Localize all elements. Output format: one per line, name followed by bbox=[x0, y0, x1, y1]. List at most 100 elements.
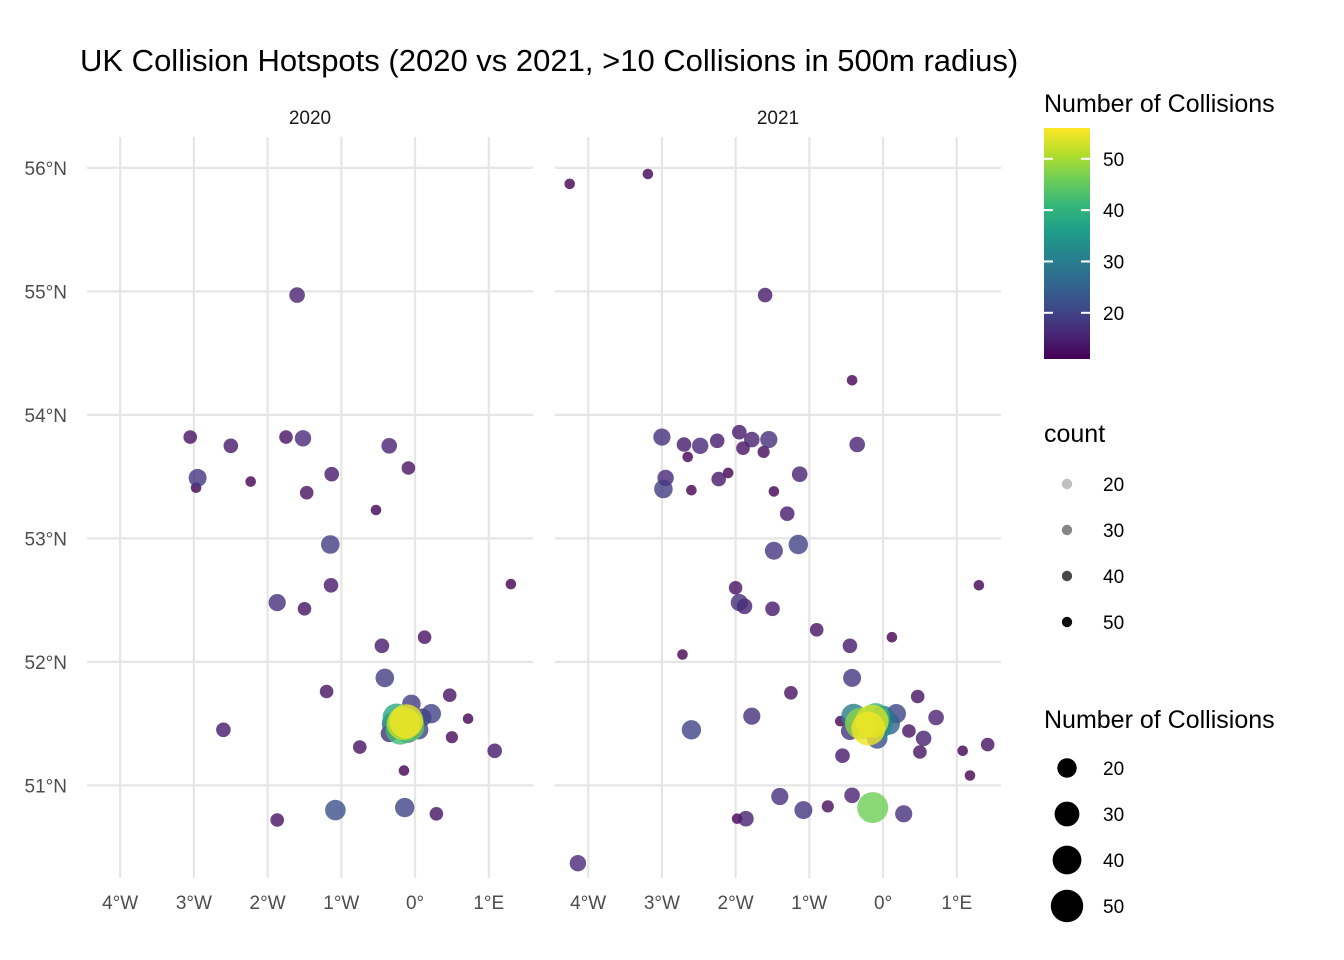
data-point bbox=[268, 594, 286, 612]
data-point bbox=[462, 713, 474, 724]
data-point bbox=[964, 770, 976, 781]
data-point bbox=[760, 431, 778, 449]
count-legend-label: 20 bbox=[1103, 475, 1124, 496]
data-point bbox=[417, 630, 432, 644]
data-point bbox=[738, 810, 754, 827]
data-point bbox=[784, 686, 798, 700]
size-legend-key bbox=[1057, 758, 1077, 778]
data-point bbox=[325, 799, 346, 821]
size-legend-key bbox=[1052, 845, 1082, 875]
data-point bbox=[764, 541, 783, 560]
facet-strip-label: 2021 bbox=[757, 108, 799, 129]
data-point bbox=[843, 668, 862, 687]
data-point bbox=[389, 704, 424, 739]
data-point bbox=[980, 737, 995, 752]
data-point bbox=[910, 689, 925, 704]
x-tick-label: 1°E bbox=[941, 893, 972, 914]
colorbar-tick-label: 50 bbox=[1103, 150, 1124, 171]
y-tick-label: 55°N bbox=[25, 282, 67, 303]
data-point bbox=[487, 743, 503, 759]
x-tick-label: 3°W bbox=[644, 893, 680, 914]
x-tick-label: 4°W bbox=[102, 893, 138, 914]
data-point bbox=[794, 801, 813, 820]
x-tick-label: 3°W bbox=[176, 893, 212, 914]
data-point bbox=[681, 720, 702, 740]
data-point bbox=[353, 740, 367, 754]
data-point bbox=[183, 430, 197, 444]
count-legend-label: 30 bbox=[1103, 521, 1124, 542]
data-point bbox=[913, 745, 927, 759]
y-tick-label: 54°N bbox=[25, 406, 67, 427]
data-point bbox=[398, 765, 410, 776]
data-point bbox=[791, 466, 808, 483]
data-point bbox=[821, 800, 834, 813]
x-tick-label: 2°W bbox=[718, 893, 754, 914]
data-point bbox=[835, 748, 850, 763]
x-tick-label: 2°W bbox=[250, 893, 286, 914]
data-point bbox=[768, 486, 780, 497]
color-legend-title: Number of Collisions bbox=[1044, 90, 1275, 118]
data-point bbox=[421, 704, 441, 724]
count-legend-key bbox=[1061, 524, 1073, 536]
data-point bbox=[270, 813, 285, 827]
data-point bbox=[654, 479, 673, 499]
data-point bbox=[321, 535, 340, 554]
data-point bbox=[642, 168, 654, 180]
colorbar-tick-label: 30 bbox=[1103, 252, 1124, 273]
facet-panel-2021: 2021 4°W 3°W 2°W 1°W 0° 1°E bbox=[555, 108, 1001, 914]
data-point bbox=[686, 484, 697, 496]
data-point bbox=[809, 623, 824, 637]
count-legend-label: 50 bbox=[1103, 613, 1124, 634]
data-point bbox=[429, 807, 444, 821]
data-point bbox=[757, 445, 770, 458]
colorbar-tick-label: 40 bbox=[1103, 201, 1124, 222]
y-tick-label: 52°N bbox=[25, 653, 67, 674]
data-point bbox=[915, 730, 932, 747]
data-point bbox=[846, 375, 858, 386]
data-point bbox=[722, 467, 734, 479]
y-tick-label: 56°N bbox=[25, 159, 67, 180]
data-point bbox=[188, 468, 207, 487]
data-point bbox=[323, 578, 339, 593]
data-point bbox=[442, 688, 457, 702]
chart-title: UK Collision Hotspots (2020 vs 2021, >10… bbox=[80, 43, 1018, 78]
size-legend-label: 40 bbox=[1103, 851, 1124, 872]
data-point bbox=[857, 792, 889, 824]
data-point bbox=[564, 178, 575, 190]
colorbar-tick-label: 20 bbox=[1103, 304, 1124, 325]
size-legend-label: 20 bbox=[1103, 759, 1124, 780]
data-point bbox=[653, 428, 671, 446]
data-point bbox=[973, 580, 985, 591]
data-point bbox=[711, 471, 726, 487]
data-point bbox=[445, 731, 458, 744]
data-point bbox=[757, 287, 773, 303]
data-point bbox=[886, 631, 898, 643]
data-point bbox=[771, 787, 789, 806]
facet-strip-label: 2020 bbox=[289, 108, 331, 129]
data-point bbox=[957, 745, 968, 757]
data-point bbox=[902, 724, 916, 738]
data-point bbox=[682, 451, 693, 463]
data-point bbox=[743, 707, 761, 725]
data-point bbox=[928, 709, 944, 726]
size-legend-label: 50 bbox=[1103, 897, 1124, 918]
x-tick-label: 4°W bbox=[570, 893, 606, 914]
data-point bbox=[294, 430, 312, 447]
data-point bbox=[676, 437, 692, 452]
data-point bbox=[851, 711, 886, 746]
data-point bbox=[728, 581, 743, 595]
data-point bbox=[297, 602, 312, 616]
x-tick-label: 0° bbox=[874, 893, 892, 914]
size-legend-title: Number of Collisions bbox=[1044, 706, 1275, 734]
data-point bbox=[395, 797, 415, 818]
facet-panel-2020: 2020 4°W 3°W 2°W 1°W 0° 1°E 56°N 55°N 54°N 53°N 52°… bbox=[25, 108, 533, 914]
data-point bbox=[677, 649, 688, 660]
data-point bbox=[401, 461, 416, 475]
count-legend-label: 40 bbox=[1103, 567, 1124, 588]
data-point bbox=[895, 805, 913, 823]
data-point bbox=[216, 722, 231, 738]
data-point bbox=[289, 287, 305, 303]
data-point bbox=[374, 638, 390, 654]
count-legend-key bbox=[1061, 616, 1073, 628]
